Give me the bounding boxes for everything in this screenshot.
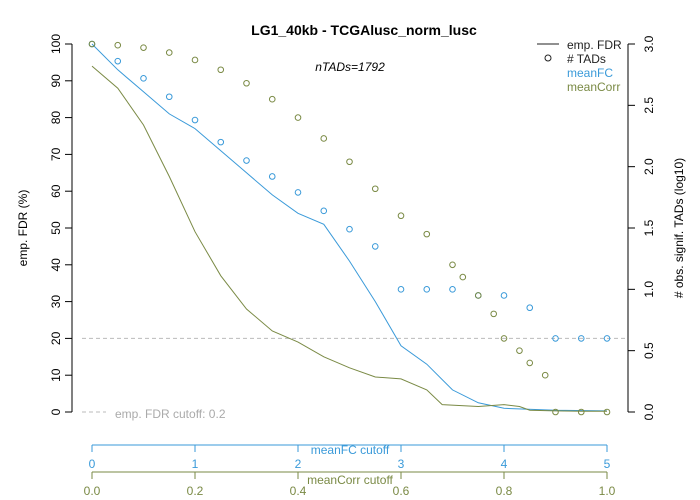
meanfc-tads-point <box>577 335 585 342</box>
left-axis-tick-label: 90 <box>49 74 63 88</box>
meancorr-tads-point <box>577 408 585 416</box>
meancorr-tads-point <box>449 261 456 269</box>
left-axis-label: emp. FDR (%) <box>16 190 30 267</box>
left-axis-tick-label: 30 <box>49 295 63 309</box>
meanfc-tick-label: 1 <box>192 457 199 471</box>
left-axis-tick-label: 10 <box>49 368 63 382</box>
right-axis-tick-label: 2.0 <box>642 158 656 175</box>
fdr-cutoff-label: emp. FDR cutoff: 0.2 <box>115 407 226 421</box>
right-axis-tick-label: 0.0 <box>642 403 656 420</box>
meancorr-tads-point <box>217 66 225 74</box>
meancorr-tads-point <box>500 335 508 342</box>
right-axis-tick-label: 1.0 <box>642 281 656 298</box>
meancorr-tads-point <box>423 230 431 238</box>
meancorr-tick-label: 0.6 <box>393 484 410 498</box>
plot-area: 01020304050607080901000.00.51.01.52.02.5… <box>49 34 656 498</box>
meanfc-tads-point <box>397 286 405 293</box>
meanfc-tads-point <box>243 157 250 164</box>
right-axis-tick-label: 0.5 <box>642 342 656 359</box>
meancorr-tick-label: 0.8 <box>496 484 513 498</box>
meancorr-axis-label: meanCorr cutoff <box>307 473 393 487</box>
meanfc-tick-label: 2 <box>295 457 302 471</box>
meancorr-tads-point <box>459 273 467 281</box>
left-axis-tick-label: 70 <box>49 147 63 161</box>
meanfc-tads-point <box>268 173 276 180</box>
meancorr-tads-point <box>552 408 559 416</box>
meanfc-tads-point <box>371 243 379 250</box>
legend: emp. FDR # TADs meanFC meanCorr <box>537 38 622 94</box>
legend-item-meancorr: meanCorr <box>567 80 620 94</box>
meanfc-tads-point <box>449 286 456 293</box>
meancorr-tick-label: 0.2 <box>187 484 204 498</box>
meanfc-tick-label: 5 <box>604 457 611 471</box>
meancorr-tads-point <box>490 310 498 318</box>
meancorr-tads-point <box>243 79 250 87</box>
meanfc-tads-point <box>217 138 225 146</box>
meanfc-tads-point <box>114 57 122 65</box>
meancorr-tads-point <box>371 185 379 193</box>
meanfc-tads-point <box>346 225 353 233</box>
left-axis-tick-label: 80 <box>49 111 63 125</box>
legend-item-tads: # TADs <box>567 52 606 66</box>
meanfc-tads-point <box>423 286 431 293</box>
meancorr-fdr-line <box>91 65 607 412</box>
meancorr-tads-point <box>346 158 353 166</box>
meancorr-tads-point <box>516 347 523 354</box>
right-axis-tick-label: 1.5 <box>642 219 656 236</box>
meancorr-tads-point <box>268 95 276 103</box>
meancorr-tick-label: 0.4 <box>290 484 307 498</box>
meancorr-tads-point <box>140 44 147 51</box>
meancorr-tads-point <box>114 41 122 49</box>
meancorr-tick-label: 0.0 <box>84 484 101 498</box>
legend-item-fdr: emp. FDR <box>567 38 622 52</box>
meanfc-fdr-line <box>91 43 608 412</box>
meancorr-tads-point <box>88 40 96 48</box>
left-axis-tick-label: 40 <box>49 258 63 272</box>
meanfc-tick-label: 3 <box>398 457 405 471</box>
meanfc-tads-point <box>603 335 611 342</box>
right-axis-tick-label: 3.0 <box>642 35 656 52</box>
right-axis-label: # obs. signif. TADs (log10) <box>672 158 686 298</box>
meanfc-tads-point <box>191 116 199 124</box>
left-axis-tick-label: 60 <box>49 184 63 198</box>
meancorr-tads-point <box>294 114 302 121</box>
legend-circle-symbol <box>544 54 552 62</box>
meanfc-tick-label: 0 <box>89 457 96 471</box>
meancorr-tads-point <box>541 371 549 379</box>
meancorr-tads-point <box>526 359 534 367</box>
meancorr-tads-point <box>320 135 328 142</box>
left-axis-tick-label: 100 <box>49 34 63 54</box>
meanfc-tads-point <box>140 75 147 82</box>
meancorr-tads-point <box>165 49 173 56</box>
meanfc-axis-label: meanFC cutoff <box>311 443 390 457</box>
meanfc-tads-point <box>320 207 328 215</box>
meanfc-tads-point <box>165 93 173 101</box>
meanfc-tick-label: 4 <box>501 457 508 471</box>
meancorr-tads-point <box>191 56 199 64</box>
meanfc-tads-point <box>500 292 508 299</box>
meancorr-tads-point <box>603 408 611 416</box>
meanfc-tads-point <box>552 335 559 342</box>
meanfc-tads-point <box>294 189 302 196</box>
chart-title: LG1_40kb - TCGAlusc_norm_lusc <box>251 22 477 38</box>
meanfc-tads-point <box>526 304 534 312</box>
meancorr-tads-point <box>474 292 482 299</box>
chart-subtitle: nTADs=1792 <box>315 60 385 74</box>
left-axis-tick-label: 20 <box>49 331 63 345</box>
left-axis-tick-label: 50 <box>49 221 63 235</box>
right-axis-tick-label: 2.5 <box>642 97 656 114</box>
legend-item-meanfc: meanFC <box>567 66 613 80</box>
left-axis-tick-label: 0 <box>49 408 63 415</box>
meancorr-tick-label: 1.0 <box>599 484 616 498</box>
meancorr-tads-point <box>397 212 405 220</box>
